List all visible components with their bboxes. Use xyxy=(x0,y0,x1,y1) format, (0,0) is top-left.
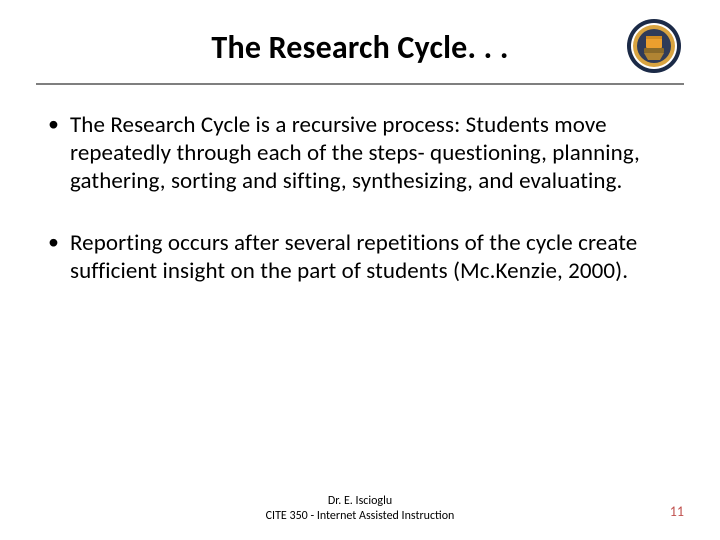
slide-title: The Research Cycle. . . xyxy=(40,28,680,67)
page-number: 11 xyxy=(670,503,684,520)
institution-logo-icon xyxy=(626,18,682,74)
slide-footer: Dr. E. Iscioglu CITE 350 - Internet Assi… xyxy=(0,494,720,524)
slide-body: The Research Cycle is a recursive proces… xyxy=(0,85,720,285)
bullet-list: The Research Cycle is a recursive proces… xyxy=(48,111,672,285)
bullet-item: The Research Cycle is a recursive proces… xyxy=(48,111,672,195)
slide: The Research Cycle. . . The Research Cyc… xyxy=(0,0,720,540)
footer-course: CITE 350 - Internet Assisted Instruction xyxy=(0,509,720,524)
slide-header: The Research Cycle. . . xyxy=(0,0,720,79)
bullet-item: Reporting occurs after several repetitio… xyxy=(48,229,672,285)
footer-author: Dr. E. Iscioglu xyxy=(328,494,392,508)
